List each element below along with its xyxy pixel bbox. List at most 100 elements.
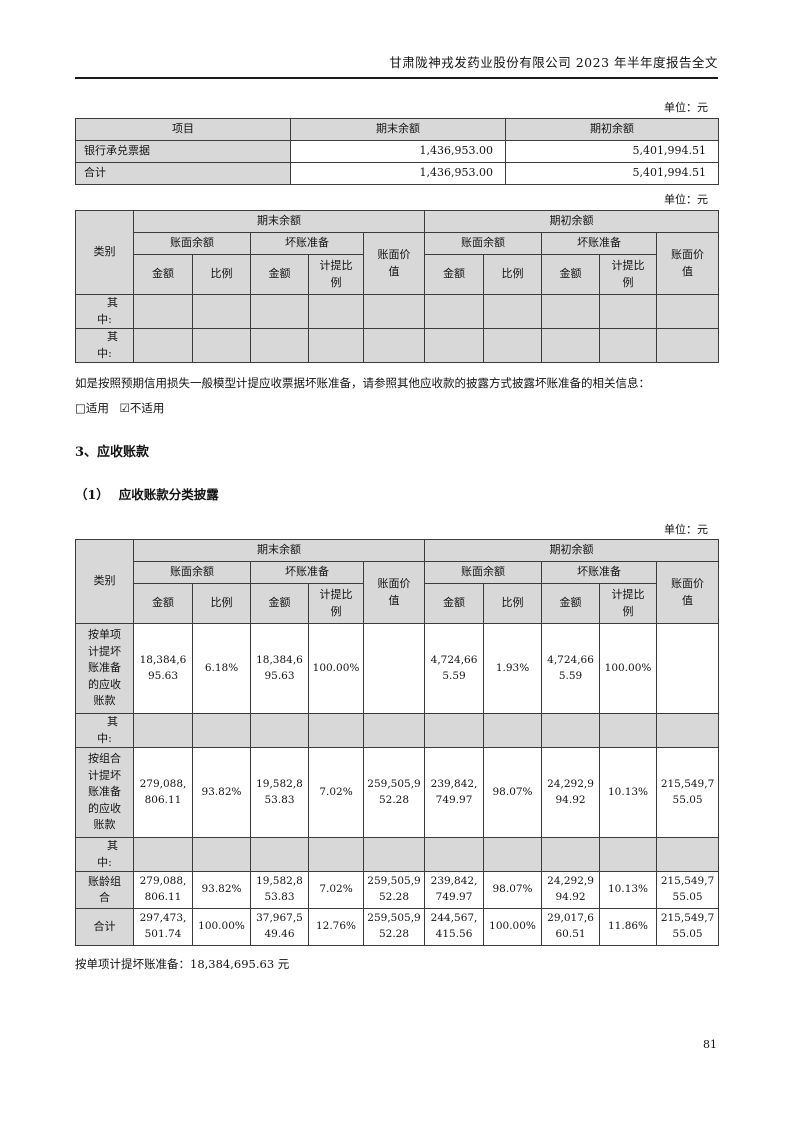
checkbox-applicable: □适用 xyxy=(75,401,109,415)
column-header-book-value: 账面价值 xyxy=(362,232,426,295)
table-row: 账龄组合 279,088,806.11 93.82% 19,582,853.83… xyxy=(75,871,720,909)
column-header-beginning-balance: 期初余额 xyxy=(505,118,719,141)
table-row: 其中: xyxy=(75,837,720,872)
empty-cell xyxy=(656,294,720,329)
column-header-amount: 金额 xyxy=(133,254,193,295)
unit-label: 单位：元 xyxy=(664,101,708,114)
empty-cell xyxy=(483,713,543,748)
amount-value: 297,473,501.74 xyxy=(133,908,193,946)
document-header: 甘肃陇神戎发药业股份有限公司 2023 年半年度报告全文 xyxy=(75,0,718,79)
empty-cell xyxy=(483,837,543,872)
accounts-receivable-classification-table: 类别 期末余额 期初余额 账面余额 坏账准备 账面价值 账面余额 坏账准备 账面… xyxy=(75,539,720,946)
column-header-amount: 金额 xyxy=(133,583,193,624)
table-row: 其中: xyxy=(75,328,720,363)
table-header-row: 金额 比例 金额 计提比例 金额 比例 金额 计提比例 xyxy=(76,583,719,624)
empty-cell xyxy=(362,837,426,872)
ratio-value: 100.00% xyxy=(483,908,543,946)
row-label: 合计 xyxy=(75,162,291,185)
column-header-book-balance: 账面余额 xyxy=(133,232,251,255)
column-header-ratio: 比例 xyxy=(192,583,251,624)
column-header-beginning-balance: 期初余额 xyxy=(424,210,720,233)
empty-cell xyxy=(541,294,601,329)
table-header-row: 类别 期末余额 期初余额 xyxy=(75,210,720,295)
column-header-book-value: 账面价值 xyxy=(362,561,426,624)
empty-cell xyxy=(133,294,193,329)
ratio-value: 1.93% xyxy=(483,623,543,714)
checkbox-not-applicable: ☑不适用 xyxy=(119,401,165,415)
notes-receivable-summary-table: 项目 期末余额 期初余额 银行承兑票据 1,436,953.00 5,401,9… xyxy=(75,118,719,185)
table-row: 其中: xyxy=(75,713,720,748)
row-label: 按单项计提坏账准备的应收账款 xyxy=(75,623,134,714)
book-value: 259,505,952.28 xyxy=(362,747,426,838)
table-row: 合计 297,473,501.74 100.00% 37,967,549.46 … xyxy=(75,908,720,946)
column-header-book-value: 账面价值 xyxy=(656,561,720,624)
ratio-value: 98.07% xyxy=(483,871,543,909)
empty-cell xyxy=(656,328,720,363)
empty-cell xyxy=(599,713,658,748)
provision-ratio-value: 11.86% xyxy=(599,908,658,946)
book-value xyxy=(656,623,720,714)
ratio-value: 93.82% xyxy=(192,871,251,909)
empty-cell xyxy=(308,713,364,748)
column-header-bad-debt-provision: 坏账准备 xyxy=(250,232,364,255)
row-label: 其中: xyxy=(75,713,134,748)
empty-cell xyxy=(541,328,601,363)
provision-ratio-value: 10.13% xyxy=(599,871,658,909)
empty-cell xyxy=(599,294,658,329)
row-label: 银行承兑票据 xyxy=(75,140,291,163)
book-value: 215,549,755.05 xyxy=(656,908,720,946)
empty-cell xyxy=(250,328,309,363)
table-header-row: 账面余额 坏账准备 账面价值 账面余额 坏账准备 账面价值 xyxy=(76,232,720,295)
table-row: 按单项计提坏账准备的应收账款 18,384,695.63 6.18% 18,38… xyxy=(75,623,720,714)
column-header-book-balance: 账面余额 xyxy=(133,561,251,584)
column-header-category: 类别 xyxy=(75,210,134,295)
column-header-amount: 金额 xyxy=(541,254,601,295)
table-row: 其中: xyxy=(75,294,720,329)
book-value: 259,505,952.28 xyxy=(362,871,426,909)
table-header-row: 类别 期末余额 期初余额 xyxy=(75,539,720,624)
empty-cell xyxy=(362,713,426,748)
unit-label: 单位：元 xyxy=(664,193,708,206)
empty-cell xyxy=(656,713,720,748)
amount-value: 279,088,806.11 xyxy=(133,747,193,838)
book-value: 259,505,952.28 xyxy=(362,908,426,946)
column-header-category: 类别 xyxy=(75,539,134,624)
book-value xyxy=(362,623,426,714)
sub-heading: （1） 应收账款分类披露 xyxy=(75,484,718,503)
amount-value: 18,384,695.63 xyxy=(133,623,193,714)
notes-receivable-provision-table: 类别 期末余额 期初余额 账面余额 坏账准备 账面价值 账面余额 坏账准备 账面… xyxy=(75,210,720,363)
empty-cell xyxy=(308,837,364,872)
row-label: 其中: xyxy=(75,837,134,872)
column-header-provision-ratio: 计提比例 xyxy=(599,583,658,624)
column-header-ratio: 比例 xyxy=(483,254,543,295)
section-heading: 3、应收账款 xyxy=(75,445,150,460)
empty-cell xyxy=(424,837,485,872)
amount-value: 24,292,994.92 xyxy=(541,747,601,838)
amount-value: 18,384,695.63 xyxy=(250,623,309,714)
amount-value: 29,017,660.51 xyxy=(541,908,601,946)
amount-value: 239,842,749.97 xyxy=(424,871,485,909)
empty-cell xyxy=(308,294,364,329)
empty-cell xyxy=(362,294,426,329)
column-header-bad-debt-provision: 坏账准备 xyxy=(541,561,658,584)
column-header-bad-debt-provision: 坏账准备 xyxy=(250,561,364,584)
empty-cell xyxy=(250,294,309,329)
amount-value: 24,292,994.92 xyxy=(541,871,601,909)
empty-cell xyxy=(483,294,543,329)
unit-label: 单位：元 xyxy=(664,523,708,536)
empty-cell xyxy=(424,294,485,329)
empty-cell xyxy=(133,713,193,748)
column-header-ending-balance: 期末余额 xyxy=(290,118,506,141)
column-header-beginning-balance: 期初余额 xyxy=(424,539,720,562)
row-label: 其中: xyxy=(75,328,134,363)
book-value: 215,549,755.05 xyxy=(656,871,720,909)
provision-ratio-value: 100.00% xyxy=(599,623,658,714)
empty-cell xyxy=(308,328,364,363)
provision-ratio-value: 10.13% xyxy=(599,747,658,838)
ratio-value: 93.82% xyxy=(192,747,251,838)
table-row: 合计 1,436,953.00 5,401,994.51 xyxy=(75,162,719,185)
column-header-amount: 金额 xyxy=(424,583,485,624)
column-header-book-balance: 账面余额 xyxy=(424,561,543,584)
provision-ratio-value: 100.00% xyxy=(308,623,364,714)
